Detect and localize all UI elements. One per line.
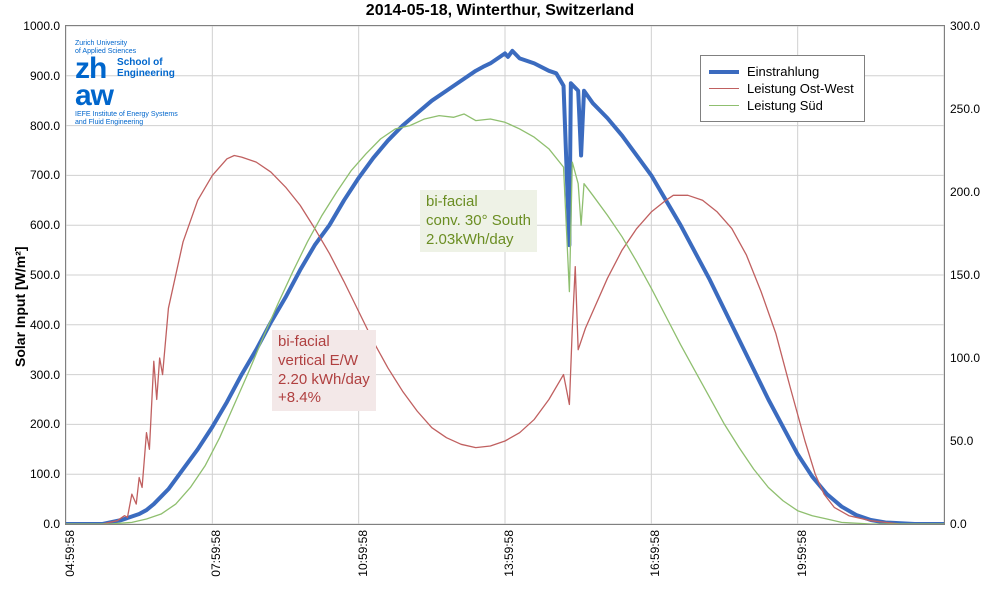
annotation-south: bi-facial conv. 30° South 2.03kWh/day [420,190,537,252]
y-right-tick: 50.0 [950,434,973,448]
x-tick: 10:59:58 [356,530,370,577]
legend-label: Leistung Süd [747,98,823,113]
y-left-tick: 900.0 [30,69,60,83]
y-right-tick: 250.0 [950,102,980,116]
y-left-axis-label: Solar Input [W/m²] [12,246,28,367]
legend-item: Leistung Ost-West [709,81,854,96]
x-tick: 16:59:58 [648,530,662,577]
y-left-tick: 200.0 [30,417,60,431]
y-left-tick: 500.0 [30,268,60,282]
y-left-tick: 0.0 [43,517,60,531]
legend-item: Einstrahlung [709,64,854,79]
chart-container: 2014-05-18, Winterthur, Switzerland Sola… [0,0,1000,613]
y-left-tick: 300.0 [30,368,60,382]
x-tick: 19:59:58 [795,530,809,577]
legend-swatch [709,70,739,74]
x-tick: 13:59:58 [502,530,516,577]
legend-label: Einstrahlung [747,64,819,79]
annotation-ew: bi-facial vertical E/W 2.20 kWh/day +8.4… [272,330,376,411]
y-right-tick: 100.0 [950,351,980,365]
logo-mid: School of Engineering [117,57,175,79]
y-left-tick: 700.0 [30,168,60,182]
legend: Einstrahlung Leistung Ost-West Leistung Sü… [700,55,865,122]
x-tick: 04:59:58 [63,530,77,577]
y-left-tick: 100.0 [30,467,60,481]
logo-line2: IEFE Institute of Energy Systems and Flu… [75,111,178,126]
y-left-tick: 1000.0 [23,19,60,33]
legend-swatch [709,105,739,106]
y-right-tick: 200.0 [950,185,980,199]
logo-main: zh aw [75,55,113,109]
legend-label: Leistung Ost-West [747,81,854,96]
chart-title: 2014-05-18, Winterthur, Switzerland [0,2,1000,20]
zhaw-logo: Zurich University of Applied Sciences zh… [75,40,178,127]
y-right-tick: 150.0 [950,268,980,282]
y-right-tick: 0.0 [950,517,967,531]
y-left-tick: 600.0 [30,218,60,232]
legend-item: Leistung Süd [709,98,854,113]
legend-swatch [709,88,739,89]
y-right-tick: 300.0 [950,19,980,33]
y-left-tick: 400.0 [30,318,60,332]
x-tick: 07:59:58 [209,530,223,577]
y-left-tick: 800.0 [30,119,60,133]
